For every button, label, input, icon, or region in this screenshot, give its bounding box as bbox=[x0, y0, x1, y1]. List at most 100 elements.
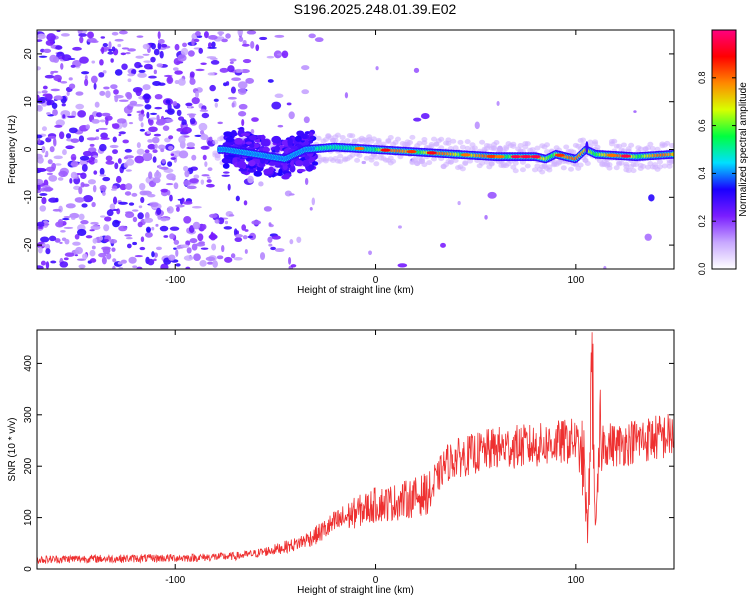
spectrogram-cell bbox=[544, 149, 551, 155]
spectrogram-cell bbox=[445, 137, 452, 143]
spectrogram-image bbox=[37, 30, 674, 269]
spectrogram-cell bbox=[224, 256, 233, 263]
spectrogram-cell bbox=[108, 48, 113, 52]
spectrogram-cell bbox=[143, 217, 154, 223]
y-tick-label: 20 bbox=[23, 48, 34, 60]
spectrogram-cell bbox=[517, 143, 524, 149]
spectrogram-cell bbox=[193, 253, 201, 261]
spectrogram-cell bbox=[145, 226, 151, 233]
spectrogram-cell bbox=[41, 90, 48, 94]
spectrogram-cell bbox=[271, 135, 282, 144]
spectrogram-cell bbox=[104, 216, 112, 222]
spectrogram-cell bbox=[531, 167, 538, 173]
spectrogram-cell bbox=[79, 36, 84, 44]
spectrogram-cell bbox=[217, 121, 223, 125]
spectrogram-cell bbox=[201, 224, 207, 230]
spectrogram-cell bbox=[72, 241, 81, 246]
spectrogram-cell bbox=[148, 75, 157, 79]
spectrogram-cell bbox=[45, 261, 50, 269]
spectrogram-cell bbox=[185, 102, 193, 107]
spectrogram-cell bbox=[124, 234, 133, 237]
y-tick-label: 300 bbox=[23, 406, 34, 423]
spectrogram-cell bbox=[201, 112, 210, 119]
spectrogram-cell bbox=[205, 256, 216, 262]
spectrogram-cell bbox=[45, 248, 51, 255]
spectrogram-cell bbox=[189, 178, 199, 184]
spectrogram-cell bbox=[142, 43, 150, 50]
spectrogram-cell bbox=[231, 77, 242, 82]
spectrogram-cell bbox=[149, 112, 158, 115]
spectrogram-cell bbox=[157, 118, 167, 125]
spectrogram-cell bbox=[249, 143, 255, 148]
spectrogram-cell bbox=[62, 217, 70, 221]
spectrogram-cell bbox=[136, 35, 144, 38]
spectrogram-cell bbox=[103, 86, 110, 90]
spectrogram-cell bbox=[146, 111, 150, 119]
spectrogram-cell bbox=[94, 101, 100, 108]
spectrogram-cell bbox=[237, 81, 248, 89]
spectrogram-cell bbox=[229, 58, 237, 62]
spectrogram-cell bbox=[46, 33, 56, 42]
spectrogram-cell bbox=[148, 171, 153, 180]
spectrogram-cell bbox=[114, 69, 123, 76]
spectrogram-cell bbox=[240, 132, 251, 137]
spectrogram-cell bbox=[41, 126, 47, 132]
y-tick-label: -10 bbox=[23, 190, 34, 205]
spectrogram-cell bbox=[431, 136, 438, 142]
spectrogram-cell bbox=[147, 139, 154, 143]
spectrogram-cell bbox=[183, 215, 192, 224]
spectrogram-cell bbox=[267, 236, 273, 243]
spectrogram-cell bbox=[176, 109, 182, 117]
spectrogram-cell bbox=[661, 163, 668, 169]
spectrogram-cell bbox=[260, 139, 270, 147]
spectrogram-cell bbox=[421, 137, 428, 143]
spectrogram-cell bbox=[290, 264, 297, 268]
spectrogram-cell bbox=[308, 164, 315, 170]
spectrogram-cell bbox=[60, 62, 64, 70]
spectrogram-cell bbox=[93, 170, 98, 175]
spectrogram-cell bbox=[200, 130, 205, 135]
spectrogram-hotspot bbox=[486, 154, 497, 159]
spectrogram-cell bbox=[54, 163, 62, 166]
spectrogram-cell bbox=[274, 93, 284, 99]
spectrogram-cell bbox=[656, 159, 663, 165]
spectrogram-cell bbox=[311, 197, 316, 206]
spectrogram-cell bbox=[649, 146, 656, 152]
spectrogram-cell bbox=[309, 136, 315, 140]
spectrogram-cell bbox=[186, 185, 197, 190]
spectrogram-cell bbox=[175, 263, 181, 267]
spectrogram-cell bbox=[247, 235, 253, 239]
spectrogram-cell bbox=[118, 30, 128, 35]
spectrogram-cell bbox=[205, 183, 215, 188]
spectrogram-cell bbox=[440, 242, 446, 248]
spectrogram-cell bbox=[71, 217, 76, 220]
spectrogram-cell bbox=[92, 238, 98, 244]
spectrogram-cell bbox=[241, 119, 245, 127]
spectrogram-cell bbox=[464, 145, 471, 151]
spectrogram-cell bbox=[99, 167, 105, 176]
spectrogram-cell bbox=[301, 89, 310, 95]
spectrogram-cell bbox=[112, 149, 118, 155]
spectrogram-cell bbox=[85, 235, 93, 239]
spectrogram-cell bbox=[170, 157, 176, 160]
spectrogram-cell bbox=[109, 144, 119, 149]
spectrogram-cell bbox=[370, 136, 377, 142]
spectrogram-cell bbox=[186, 146, 195, 150]
spectrogram-cell bbox=[222, 171, 230, 174]
spectrogram-cell bbox=[251, 220, 262, 225]
spectrogram-cell bbox=[126, 243, 132, 249]
spectrogram-hotspot bbox=[426, 151, 437, 155]
spectrogram-cell bbox=[92, 184, 97, 193]
spectrogram-cell bbox=[142, 53, 150, 56]
spectrogram-cell bbox=[185, 240, 191, 246]
y-tick-label: 400 bbox=[23, 355, 34, 372]
spectrogram-cell bbox=[160, 166, 169, 170]
spectrogram-cell bbox=[144, 104, 152, 110]
spectrogram-hotspot bbox=[510, 155, 521, 159]
spectrogram-hotspot bbox=[620, 154, 631, 158]
spectrogram-cell bbox=[79, 56, 89, 64]
spectrogram-cell bbox=[125, 183, 133, 190]
spectrogram-cell bbox=[240, 69, 250, 74]
spectrogram-cell bbox=[628, 142, 635, 148]
